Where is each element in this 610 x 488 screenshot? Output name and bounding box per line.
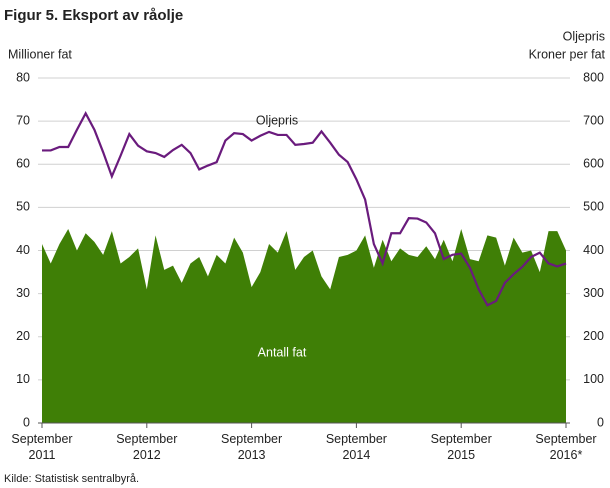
y2-tick-label: 700 bbox=[583, 113, 604, 127]
x-tick-label: September 2011 bbox=[11, 432, 73, 462]
x-tick-label: September 2012 bbox=[116, 432, 178, 462]
y-tick-label: 0 bbox=[23, 415, 30, 429]
y2-axis-label: Oljepris bbox=[563, 29, 605, 43]
y-tick-label: 30 bbox=[16, 286, 30, 300]
area bbox=[42, 228, 566, 423]
y-tick-label: 20 bbox=[16, 329, 30, 343]
y2-tick-label: 400 bbox=[583, 243, 604, 257]
y-axis-label: Millioner fat bbox=[8, 47, 72, 61]
y-tick-label: 70 bbox=[16, 113, 30, 127]
x-tick-label: September 2015 bbox=[430, 432, 492, 462]
y2-tick-label: 300 bbox=[583, 286, 604, 300]
x-tick-label: September 2016* bbox=[535, 432, 597, 462]
y2-tick-label: 500 bbox=[583, 200, 604, 214]
y-tick-label: 50 bbox=[16, 200, 30, 214]
source: Kilde: Statistisk sentralbyrå. bbox=[4, 473, 139, 485]
y-tick-label: 10 bbox=[16, 372, 30, 386]
y-tick-label: 40 bbox=[16, 243, 30, 257]
x-tick-label: September 2013 bbox=[221, 432, 283, 462]
y-tick-label: 60 bbox=[16, 157, 30, 171]
y2-axis-label: Kroner per fat bbox=[529, 47, 606, 61]
area-label: Antall fat bbox=[258, 345, 307, 359]
y2-tick-label: 0 bbox=[597, 415, 604, 429]
y2-tick-label: 200 bbox=[583, 329, 604, 343]
x-tick-label: September 2014 bbox=[325, 432, 387, 462]
chart-title: Figur 5. Eksport av råolje bbox=[4, 7, 183, 24]
y2-tick-label: 100 bbox=[583, 372, 604, 386]
line bbox=[42, 111, 567, 307]
y2-tick-label: 600 bbox=[583, 157, 604, 171]
y-tick-label: 80 bbox=[16, 70, 30, 84]
y2-tick-label: 800 bbox=[583, 70, 604, 84]
line-label: Oljepris bbox=[256, 113, 298, 127]
